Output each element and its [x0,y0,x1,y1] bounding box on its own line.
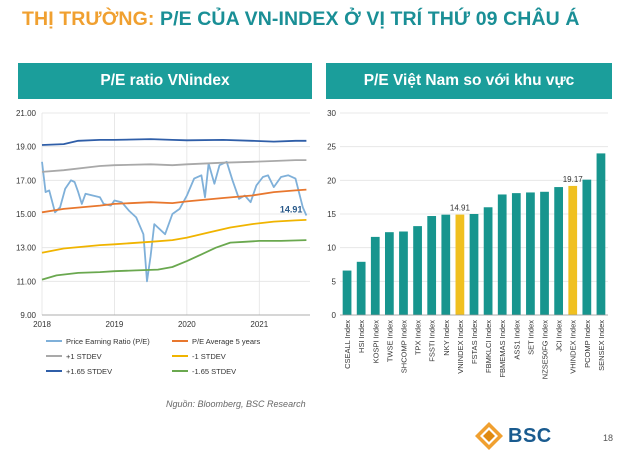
logo-text: BSC [508,424,552,447]
line-y-tick-label: 15.00 [16,210,37,219]
bar-category-label: NZSE50FG Index [541,320,550,379]
source-note: Nguồn: Bloomberg, BSC Research [166,399,306,409]
bar-y-tick-label: 10 [327,244,336,253]
bar-category-label: FSSTI Index [428,320,437,362]
bar-18 [596,153,606,315]
bar-6 [427,216,437,315]
slide-title: THỊ TRƯỜNG: P/E CỦA VN-INDEX Ở VỊ TRÍ TH… [22,8,580,31]
bsc-logo: BSC [474,421,552,451]
bar-category-label: ASS1 Index [512,320,521,360]
bar-9 [469,214,479,315]
line-y-tick-label: 13.00 [16,244,37,253]
bar-category-label: FBMEMAS Index [498,320,507,378]
bar-category-label: PCOMP Index [583,320,592,368]
title-main: P/E CỦA VN-INDEX Ở VỊ TRÍ THỨ 09 CHÂU Á [154,8,580,30]
bar-0 [342,270,352,315]
bar-category-label: CSEALL Index [343,320,352,369]
line-series-0 [41,160,308,283]
line-series-3 [41,219,307,254]
bar-category-label: FBMKLCI Index [484,320,493,373]
bar-category-label: SHCOMP Index [399,320,408,373]
bar-y-tick-label: 0 [332,311,337,320]
left-chart-header: P/E ratio VNindex [18,63,312,99]
line-series-1 [41,188,307,214]
bar-category-label: SET Index [526,320,535,355]
bar-y-tick-label: 5 [332,277,337,286]
bar-data-label: 19.17 [563,175,584,184]
bar-2 [370,236,380,315]
bar-category-label: TWSE Index [385,320,394,362]
legend-label-4: +1.65 STDEV [66,367,112,376]
bar-15 [554,187,564,315]
bar-4 [399,231,408,315]
bar-12 [511,193,521,315]
bar-category-label: JCI Index [555,320,564,352]
bar-category-label: NKY Index [442,320,451,356]
bar-7 [441,214,451,315]
right-chart-header: P/E Việt Nam so với khu vực [326,63,612,99]
bar-category-label: VNINDEX Index [456,320,465,374]
line-x-tick-label: 2021 [250,320,268,329]
bar-14 [540,191,549,315]
legend-label-1: P/E Average 5 years [192,337,260,346]
line-series-4 [41,138,307,146]
bar-17 [582,179,592,315]
bar-11 [497,194,507,315]
bar-y-tick-label: 20 [327,176,336,185]
bar-y-tick-label: 15 [327,210,336,219]
bar-category-label: FSTAS Index [470,320,479,364]
bsc-logo-icon [475,422,503,450]
line-x-tick-label: 2019 [106,320,124,329]
line-y-tick-label: 19.00 [16,143,37,152]
bar-category-label: TPX Index [414,320,423,355]
legend-label-0: Price Earning Ratio (P/E) [66,337,150,346]
bar-1 [356,261,366,315]
page-number: 18 [603,433,614,443]
bar-y-tick-label: 25 [327,143,336,152]
line-annotation-label: 14.91 [280,205,303,215]
legend-label-2: +1 STDEV [66,352,102,361]
bar-category-label: KOSPI Index [371,320,380,364]
bar-data-label: 14.91 [450,204,471,213]
bar-category-label: HSI Index [357,320,366,353]
line-series-2 [41,159,307,173]
line-y-tick-label: 9.00 [20,311,36,320]
bar-category-label: SENSEX Index [597,320,606,371]
bar-5 [413,226,422,315]
line-x-tick-label: 2020 [178,320,196,329]
line-y-tick-label: 21.00 [16,109,37,118]
line-x-tick-label: 2018 [33,320,51,329]
bar-3 [384,232,394,315]
bar-category-label: VHINDEX Index [569,320,578,374]
legend-label-5: -1.65 STDEV [192,367,236,376]
line-y-tick-label: 17.00 [16,176,37,185]
bar-8 [455,214,465,315]
legend-label-3: -1 STDEV [192,352,226,361]
bar-13 [526,192,535,315]
bar-10 [483,207,493,315]
bar-y-tick-label: 30 [327,109,336,118]
line-y-tick-label: 11.00 [17,277,37,286]
bar-16 [568,185,578,315]
line-series-5 [41,239,307,281]
title-prefix: THỊ TRƯỜNG: [22,8,155,30]
